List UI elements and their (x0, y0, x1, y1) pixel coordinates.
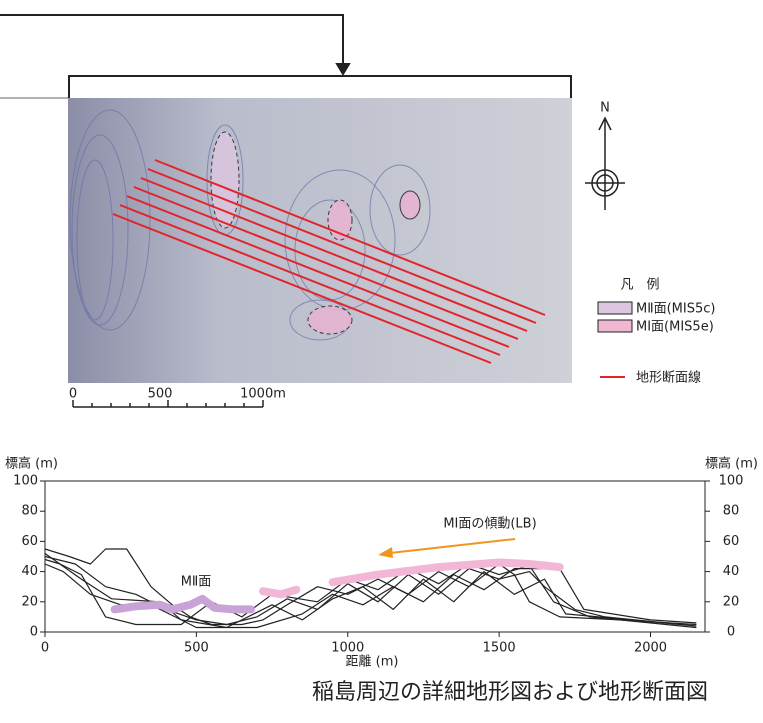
y-axis-label: 標高 (m) (5, 456, 58, 472)
profile-line (45, 557, 696, 627)
x-tick-label: 1500 (483, 641, 516, 656)
x-tick-label: 500 (184, 641, 209, 656)
annotation: MⅠ面の傾動(LB) (443, 517, 536, 532)
pointer (0, 15, 571, 98)
y-tick-label: 40 (21, 564, 38, 579)
x-tick-label: 0 (41, 641, 49, 656)
legend-swatch (598, 320, 632, 332)
scale-label: 500 (148, 387, 173, 402)
y-tick-label: 20 (21, 594, 38, 609)
y2-tick-label: 40 (723, 564, 740, 579)
caption: 稲島周辺の詳細地形図および地形断面図 (312, 680, 708, 705)
y-tick-label: 100 (13, 474, 38, 489)
y2-tick-label: 100 (719, 474, 744, 489)
y-tick-label: 0 (30, 625, 38, 640)
tilt-arrow (378, 539, 515, 558)
x-tick-label: 2000 (634, 641, 667, 656)
y2-axis-label: 標高 (m) (705, 456, 758, 472)
legend-label: 地形断面線 (636, 370, 701, 386)
north-arrow (585, 118, 625, 210)
profile-line (45, 560, 696, 628)
scale-label: 0 (69, 387, 77, 402)
y-tick-label: 80 (21, 504, 38, 519)
north-label: N (600, 101, 610, 116)
x-axis-label: 距離 (m) (346, 655, 399, 670)
legend-label: MⅡ面(MIS5c) (636, 302, 715, 317)
x-tick-label: 1000 (331, 641, 364, 656)
y2-tick-label: 0 (727, 625, 735, 640)
y2-tick-label: 20 (723, 594, 740, 609)
map (68, 98, 572, 383)
legend-title: 凡 例 (620, 278, 659, 293)
profile-line (45, 554, 681, 628)
y2-tick-label: 60 (723, 534, 740, 549)
annotation: MⅡ面 (181, 575, 212, 590)
y2-tick-label: 80 (723, 504, 740, 519)
scale-label: 1000m (240, 387, 286, 402)
legend-label: MⅠ面(MIS5e) (636, 320, 714, 335)
figure: N 凡 例 MⅡ面(MIS5c) MⅠ面(MIS5e) 地形断面線 0 500 … (0, 0, 763, 719)
legend-swatch (598, 302, 632, 314)
y-tick-label: 60 (21, 534, 38, 549)
surface-band (263, 563, 560, 595)
